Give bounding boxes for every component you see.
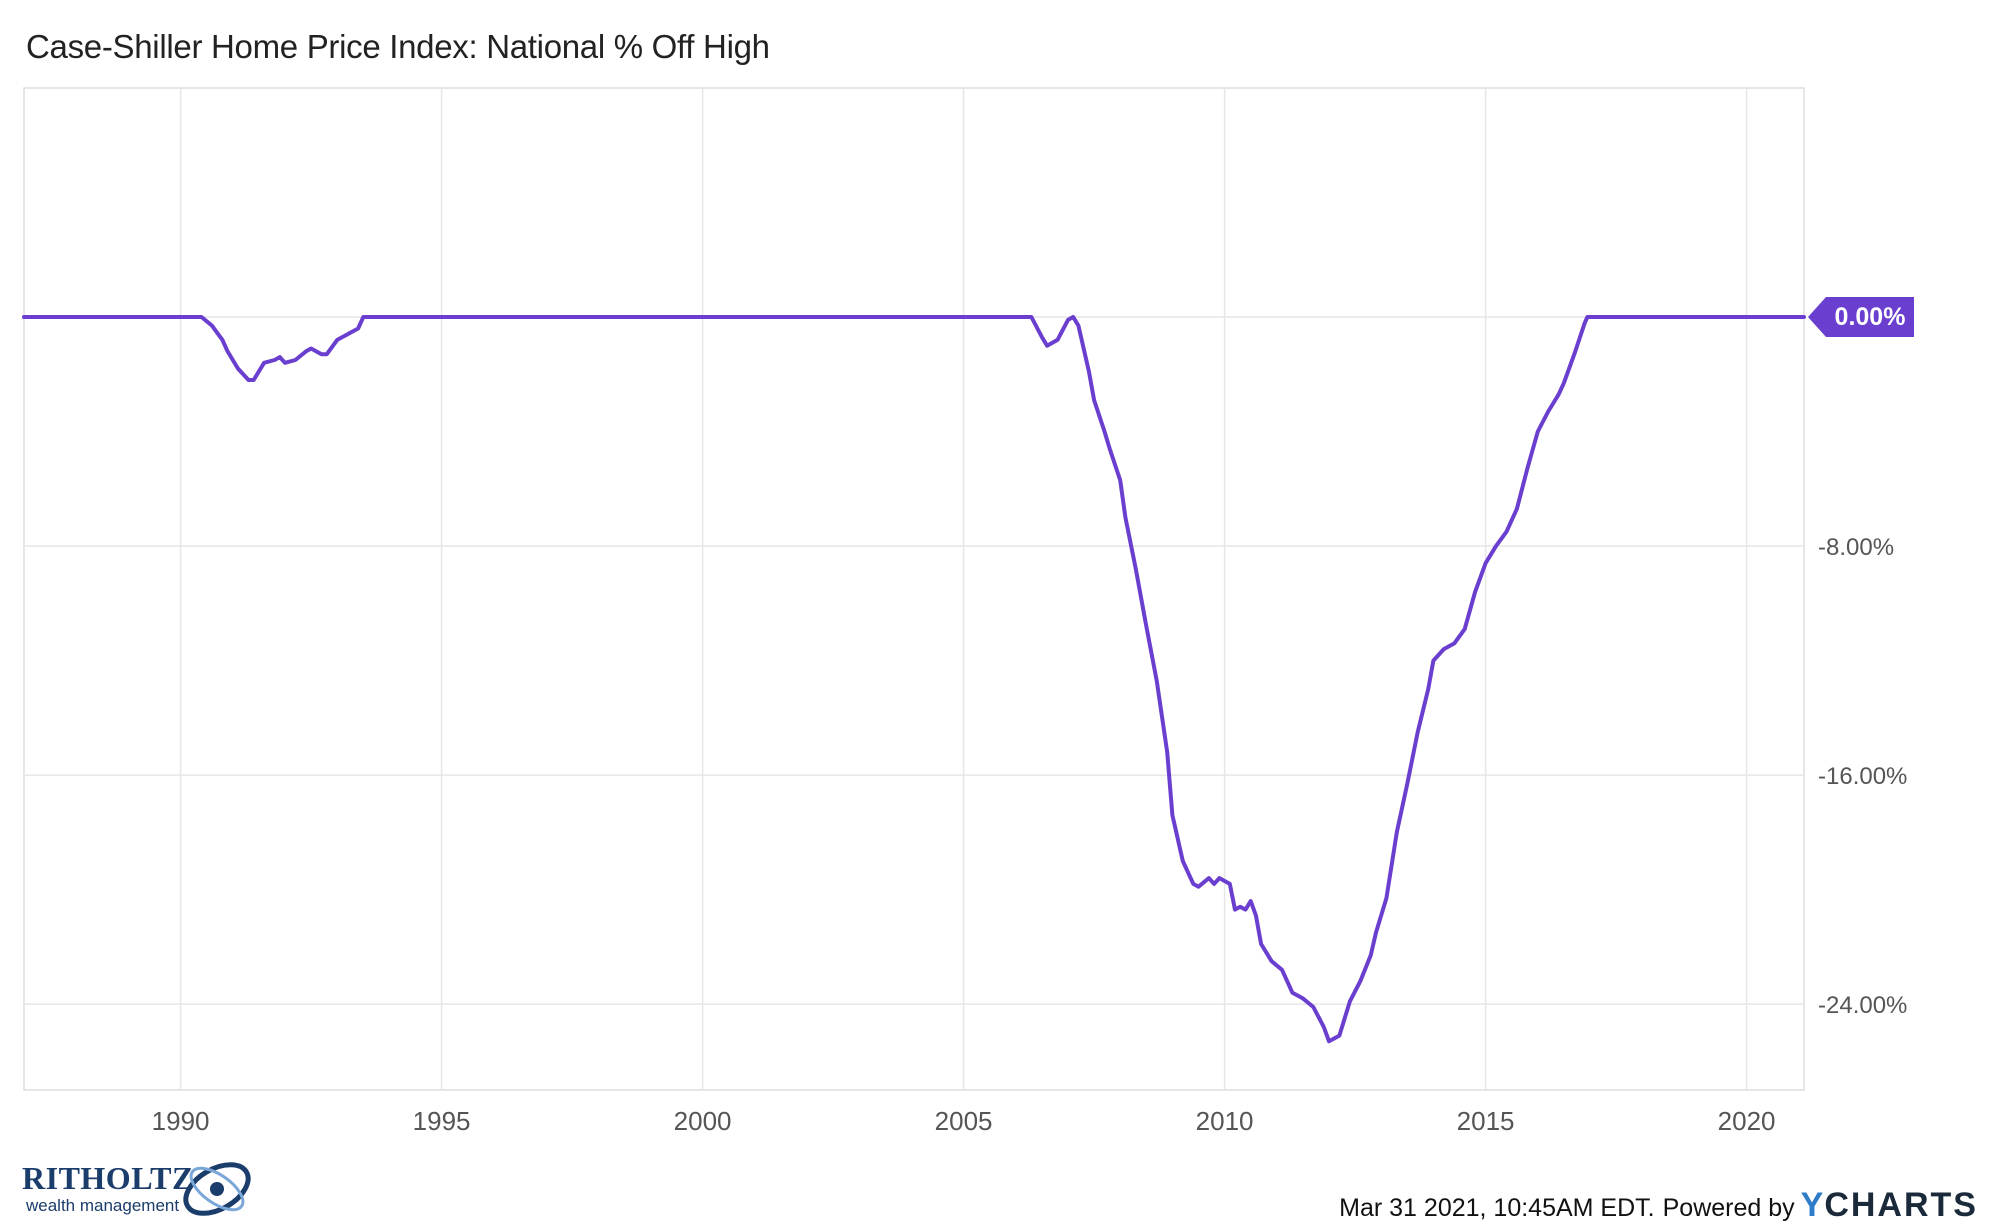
last-value-badge: 0.00% (1808, 297, 1914, 338)
x-gridlines (179, 88, 1748, 1090)
logo-tagline: wealth management (26, 1196, 180, 1215)
x-tick-label: 2005 (935, 1106, 993, 1136)
logo-emblem-icon (183, 1162, 251, 1216)
x-tick-label: 2020 (1718, 1106, 1776, 1136)
footer-powered-by: Powered by (1662, 1194, 1795, 1222)
chart-footer: Mar 31 2021, 10:45AM EDT. Powered by Y CH… (1339, 1186, 1978, 1225)
x-axis-labels: 1990 1995 2000 2005 2010 2015 2020 (152, 1106, 1776, 1136)
ycharts-logo-y: Y (1800, 1186, 1825, 1224)
y-tick-label: -24.00% (1818, 992, 1907, 1019)
x-tick-label: 2015 (1457, 1106, 1515, 1136)
x-tick-label: 1990 (152, 1106, 210, 1136)
y-tick-label: -16.00% (1818, 763, 1907, 790)
last-value-badge-label: 0.00% (1835, 303, 1906, 331)
series-line (22, 315, 1806, 1044)
footer-timestamp: Mar 31 2021, 10:45AM EDT. (1339, 1194, 1655, 1222)
plot-area-frame (23, 87, 1805, 1091)
ritholtz-logo: RITHOLTZ wealth management (22, 1160, 252, 1220)
logo-name: RITHOLTZ (22, 1160, 194, 1196)
last-value-badge-shape (1808, 297, 1914, 338)
y-axis-labels: 0.00% -8.00% -16.00% -24.00% (1818, 305, 1907, 1019)
chart-title: Case-Shiller Home Price Index: National … (26, 28, 770, 65)
y-tick-label: -8.00% (1818, 534, 1894, 561)
x-tick-label: 2000 (674, 1106, 732, 1136)
x-tick-label: 2010 (1196, 1106, 1254, 1136)
x-tick-label: 1995 (413, 1106, 471, 1136)
ycharts-logo-text: CHARTS (1824, 1186, 1978, 1224)
y-gridlines (24, 316, 1804, 1005)
